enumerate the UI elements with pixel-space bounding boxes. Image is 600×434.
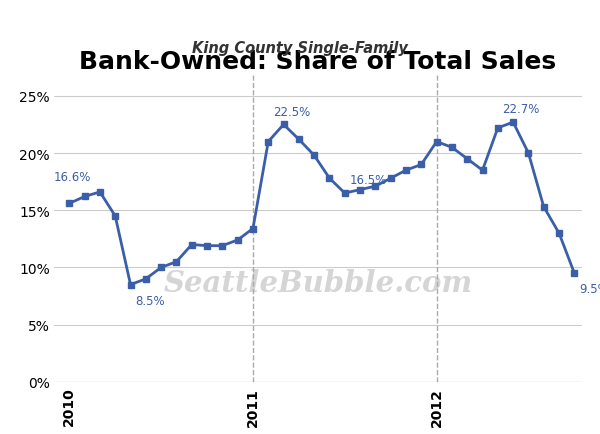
- Text: 8.5%: 8.5%: [135, 294, 165, 307]
- Text: 16.6%: 16.6%: [54, 171, 91, 183]
- Text: 22.7%: 22.7%: [502, 103, 540, 116]
- Text: 9.5%: 9.5%: [579, 283, 600, 296]
- Text: King County Single-Family: King County Single-Family: [192, 41, 408, 56]
- Text: 16.5%: 16.5%: [349, 174, 386, 187]
- Text: SeattleBubble.com: SeattleBubble.com: [163, 269, 473, 298]
- Title: Bank-Owned: Share of Total Sales: Bank-Owned: Share of Total Sales: [79, 50, 557, 74]
- Text: 22.5%: 22.5%: [273, 105, 310, 118]
